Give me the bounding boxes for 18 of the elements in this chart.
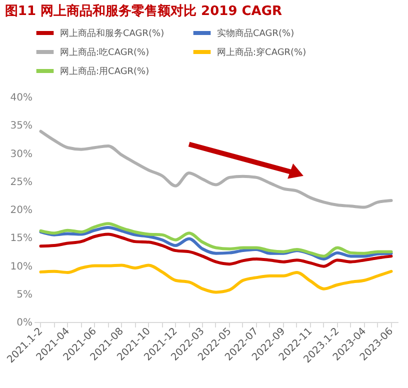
y-tick-label: 20% — [10, 205, 32, 216]
y-tick-label: 5% — [16, 289, 32, 300]
legend-label: 网上商品:穿CAGR(%) — [217, 47, 306, 58]
y-tick-label: 0% — [16, 318, 32, 328]
line-series — [39, 130, 393, 209]
y-tick-label: 40% — [10, 92, 32, 104]
line-series — [39, 232, 393, 268]
y-tick-label: 30% — [10, 148, 32, 160]
legend-label: 网上商品和服务CAGR(%) — [60, 28, 164, 39]
y-tick-label: 10% — [10, 261, 32, 272]
legend-label: 网上商品:用CAGR(%) — [60, 66, 150, 77]
y-tick-label: 35% — [10, 120, 32, 132]
chart-title: 图11 网上商品和服务零售额对比 2019 CAGR — [4, 3, 282, 19]
legend-label: 网上商品:吃CAGR(%) — [60, 47, 150, 58]
legend-label: 实物商品CAGR(%) — [217, 28, 294, 39]
line-series — [39, 264, 393, 294]
y-tick-label: 25% — [10, 176, 32, 188]
y-tick-label: 15% — [10, 233, 32, 244]
